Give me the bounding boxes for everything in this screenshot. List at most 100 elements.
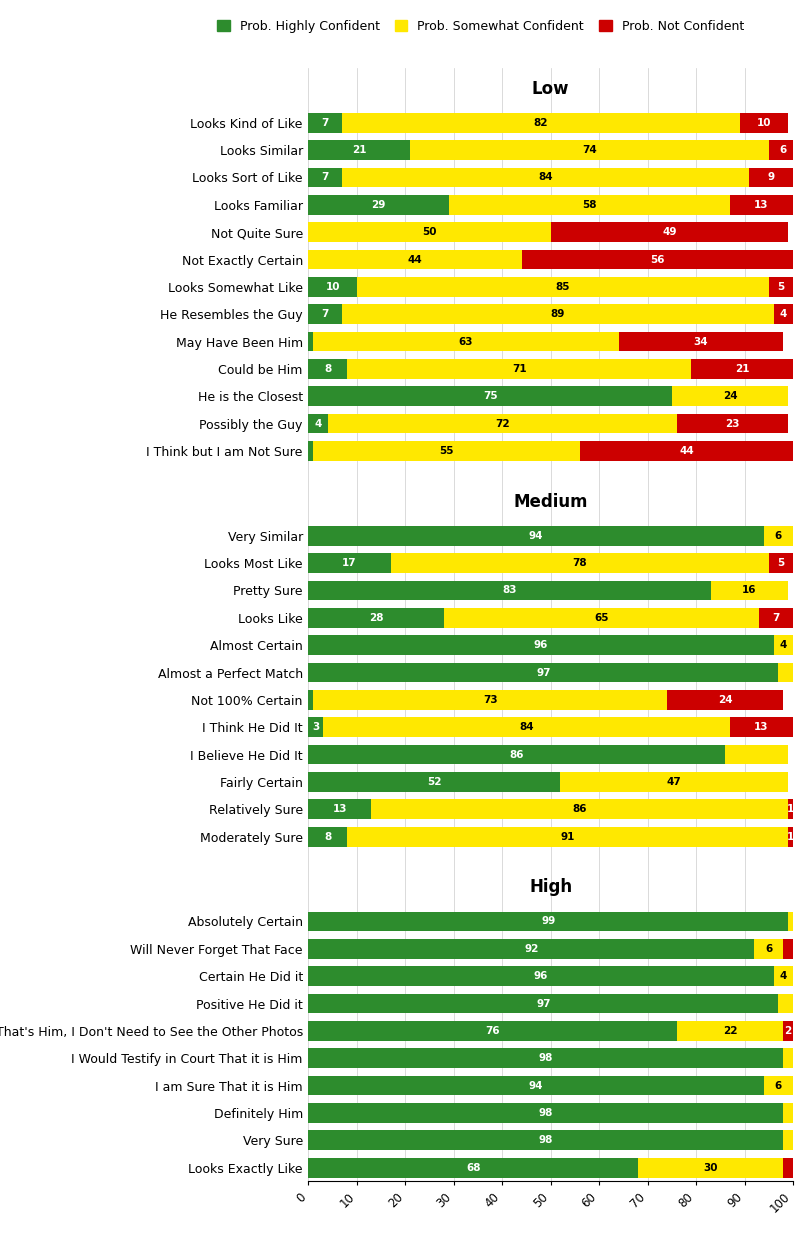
Bar bbox=[410, 140, 769, 160]
Text: 63: 63 bbox=[459, 336, 473, 346]
Bar bbox=[308, 1049, 783, 1068]
Text: 17: 17 bbox=[342, 558, 357, 568]
Bar bbox=[308, 414, 328, 433]
Bar bbox=[638, 1158, 783, 1178]
Text: 72: 72 bbox=[495, 418, 509, 429]
Text: 21: 21 bbox=[735, 364, 750, 374]
Text: 55: 55 bbox=[439, 447, 453, 456]
Bar bbox=[779, 663, 793, 683]
Text: 94: 94 bbox=[529, 1081, 543, 1091]
Text: 94: 94 bbox=[529, 531, 543, 541]
Bar bbox=[769, 277, 793, 297]
Bar bbox=[769, 140, 798, 160]
Bar bbox=[759, 609, 793, 627]
Text: 22: 22 bbox=[723, 1025, 737, 1035]
Bar bbox=[308, 223, 551, 242]
Text: 97: 97 bbox=[536, 998, 550, 1008]
Bar bbox=[308, 167, 342, 187]
Text: 68: 68 bbox=[466, 1163, 481, 1173]
Bar bbox=[677, 1021, 783, 1040]
Bar bbox=[347, 826, 788, 846]
Bar bbox=[308, 359, 347, 379]
Bar bbox=[783, 1103, 793, 1123]
Bar bbox=[691, 359, 793, 379]
Text: 58: 58 bbox=[582, 200, 597, 210]
Text: 9: 9 bbox=[767, 172, 775, 182]
Bar bbox=[308, 1103, 783, 1123]
Bar bbox=[521, 250, 793, 270]
Bar bbox=[308, 745, 725, 764]
Text: 13: 13 bbox=[755, 722, 769, 732]
Bar bbox=[750, 167, 793, 187]
Text: 5: 5 bbox=[777, 282, 784, 292]
Text: 56: 56 bbox=[650, 255, 665, 265]
Bar bbox=[308, 526, 764, 546]
Bar bbox=[739, 113, 788, 132]
Text: 99: 99 bbox=[541, 917, 555, 927]
Text: 7: 7 bbox=[322, 172, 329, 182]
Text: 84: 84 bbox=[519, 722, 533, 732]
Text: 97: 97 bbox=[536, 668, 550, 678]
Text: 13: 13 bbox=[755, 200, 769, 210]
Text: 10: 10 bbox=[325, 282, 340, 292]
Bar bbox=[783, 1049, 793, 1068]
Bar bbox=[323, 717, 730, 737]
Text: 7: 7 bbox=[322, 309, 329, 319]
Bar bbox=[308, 442, 313, 461]
Text: 89: 89 bbox=[551, 309, 566, 319]
Text: 82: 82 bbox=[533, 118, 548, 127]
Bar bbox=[328, 414, 677, 433]
Text: 28: 28 bbox=[369, 612, 384, 623]
Text: 86: 86 bbox=[509, 750, 524, 760]
Text: 13: 13 bbox=[332, 804, 347, 814]
Bar bbox=[342, 167, 750, 187]
Bar bbox=[449, 195, 730, 215]
Bar bbox=[308, 386, 672, 406]
Bar bbox=[308, 966, 774, 986]
Text: 6: 6 bbox=[765, 944, 772, 954]
Text: 6: 6 bbox=[775, 1081, 782, 1091]
Text: 71: 71 bbox=[512, 364, 526, 374]
Bar bbox=[308, 636, 774, 656]
Bar bbox=[372, 799, 788, 819]
Bar bbox=[561, 772, 788, 792]
Bar bbox=[308, 553, 391, 573]
Bar bbox=[677, 414, 788, 433]
Text: 78: 78 bbox=[573, 558, 587, 568]
Text: 16: 16 bbox=[742, 585, 757, 595]
Text: 96: 96 bbox=[533, 971, 548, 981]
Text: 74: 74 bbox=[582, 145, 597, 155]
Text: 2: 2 bbox=[784, 1025, 791, 1035]
Bar bbox=[779, 993, 793, 1013]
Text: 65: 65 bbox=[594, 612, 609, 623]
Bar bbox=[618, 332, 783, 351]
Bar bbox=[783, 1158, 793, 1178]
Bar bbox=[755, 939, 783, 959]
Text: 8: 8 bbox=[324, 364, 332, 374]
Bar bbox=[308, 1131, 783, 1150]
Bar bbox=[725, 745, 788, 764]
Bar bbox=[308, 912, 788, 931]
Text: 6: 6 bbox=[775, 531, 782, 541]
Text: 7: 7 bbox=[322, 118, 329, 127]
Text: 24: 24 bbox=[723, 391, 737, 401]
Text: Low: Low bbox=[532, 79, 570, 98]
Text: 8: 8 bbox=[324, 831, 332, 841]
Bar bbox=[730, 717, 793, 737]
Bar bbox=[308, 1158, 638, 1178]
Text: Medium: Medium bbox=[513, 492, 588, 511]
Text: 75: 75 bbox=[483, 391, 497, 401]
Text: 1: 1 bbox=[787, 804, 795, 814]
Bar bbox=[308, 113, 342, 132]
Text: 23: 23 bbox=[725, 418, 739, 429]
Text: 76: 76 bbox=[485, 1025, 500, 1035]
Text: 49: 49 bbox=[662, 228, 677, 238]
Bar bbox=[783, 1131, 793, 1150]
Bar bbox=[667, 690, 783, 710]
Bar bbox=[580, 442, 793, 461]
Bar bbox=[774, 966, 793, 986]
Text: 44: 44 bbox=[679, 447, 694, 456]
Bar bbox=[308, 332, 313, 351]
Bar bbox=[308, 1021, 677, 1040]
Text: 50: 50 bbox=[422, 228, 437, 238]
